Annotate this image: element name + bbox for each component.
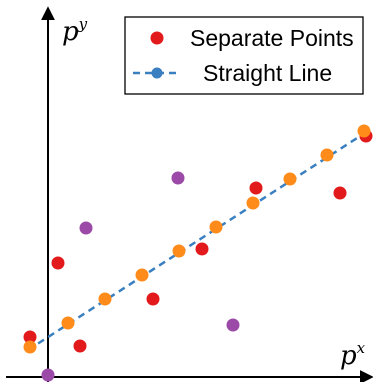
series-2-point-9 [357, 124, 371, 138]
series-2-point-2 [98, 292, 112, 306]
series-3-point-1 [171, 171, 185, 185]
series-2-point-6 [246, 196, 260, 210]
legend: Separate Points Straight Line [124, 16, 364, 95]
legend-marker-separate-points [150, 31, 164, 45]
legend-label-straight-line: Straight Line [203, 60, 332, 86]
series-2-point-0 [23, 340, 37, 354]
legend-marker-straight-line [151, 67, 163, 79]
series-layer [23, 124, 373, 382]
series-2-point-3 [135, 268, 149, 282]
axes [6, 6, 373, 382]
legend-label-separate-points: Separate Points [190, 25, 354, 51]
series-3-point-3 [41, 368, 55, 382]
separate-points-point-3 [146, 292, 160, 306]
legend-box [124, 16, 364, 95]
y-axis-label: py [62, 15, 88, 47]
separate-points-point-0 [23, 330, 37, 344]
series-2-point-8 [320, 148, 334, 162]
series-2-point-5 [209, 220, 223, 234]
separate-points-point-6 [333, 186, 347, 200]
series-3-point-2 [226, 318, 240, 332]
x-axis-label: px [340, 339, 366, 371]
straight-line-line [27, 129, 369, 352]
separate-points-point-5 [249, 181, 263, 195]
separate-points-point-2 [73, 339, 87, 353]
separate-points-point-4 [195, 242, 209, 256]
series-2-point-1 [61, 316, 75, 330]
series-2-point-7 [283, 172, 297, 186]
series-2-point-4 [172, 244, 186, 258]
separate-points-point-1 [51, 256, 65, 270]
series-3-point-0 [79, 221, 93, 235]
